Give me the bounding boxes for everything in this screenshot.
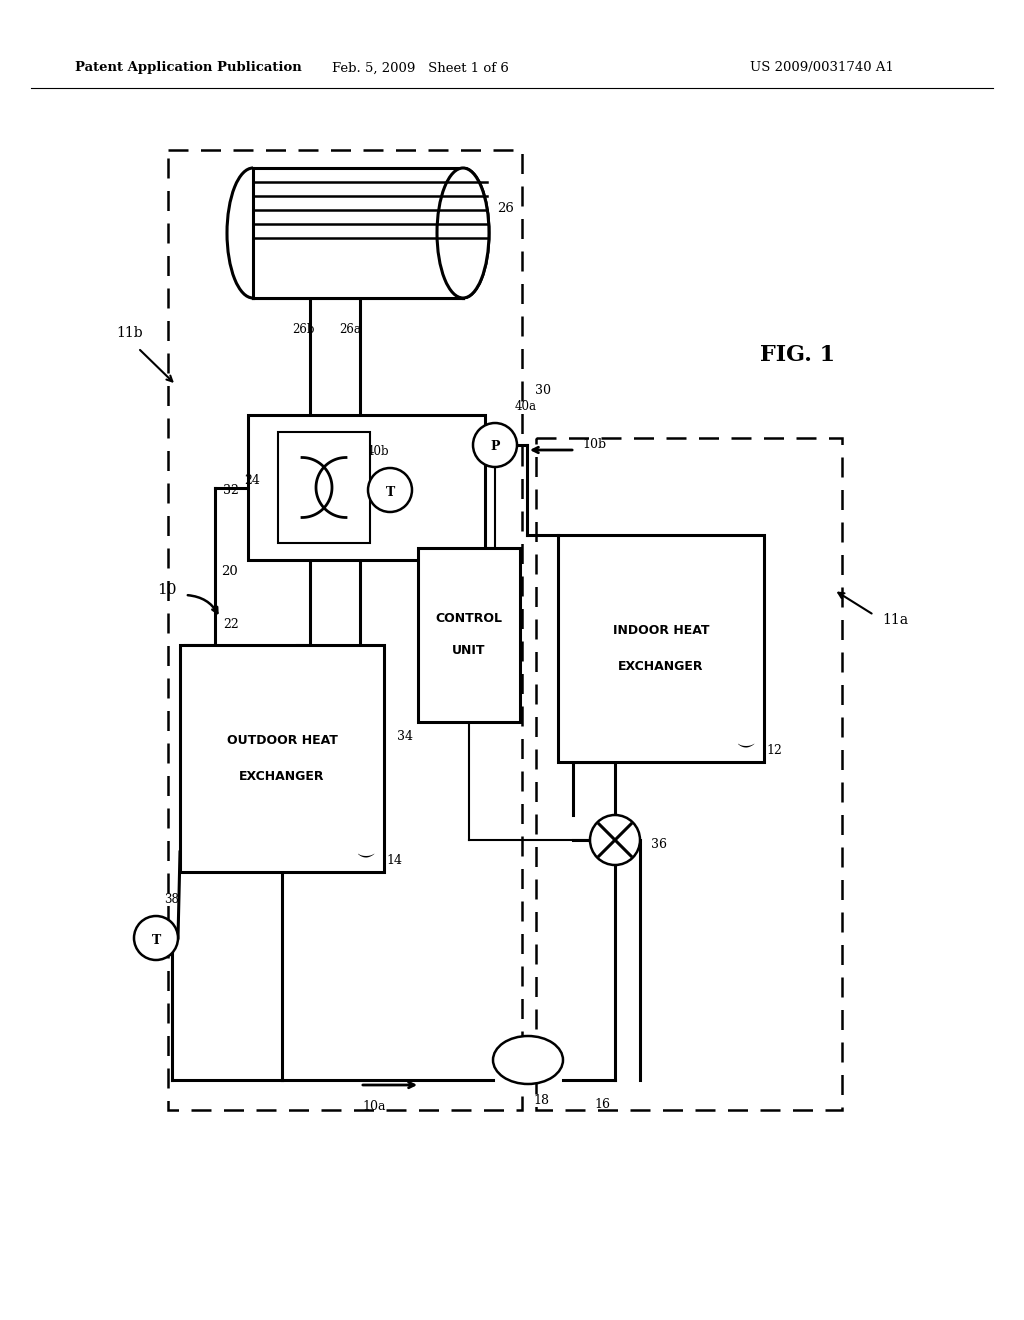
Bar (248, 414, 485, 560)
Text: $\smile$: $\smile$ (733, 734, 756, 752)
Text: UNIT: UNIT (453, 644, 485, 657)
Text: 12: 12 (766, 744, 782, 756)
Text: Patent Application Publication: Patent Application Publication (75, 62, 302, 74)
Bar (536, 438, 842, 1110)
Text: 32: 32 (223, 483, 239, 496)
Text: 34: 34 (397, 730, 413, 743)
Text: EXCHANGER: EXCHANGER (240, 770, 325, 783)
Text: 10b: 10b (582, 438, 606, 451)
Text: 10: 10 (158, 583, 177, 597)
Bar (558, 535, 764, 762)
Text: 26a: 26a (339, 323, 360, 337)
Text: 38: 38 (164, 894, 179, 906)
Text: 24: 24 (244, 474, 260, 487)
Text: OUTDOOR HEAT: OUTDOOR HEAT (226, 734, 338, 747)
Text: P: P (490, 441, 500, 454)
Text: 30: 30 (535, 384, 551, 396)
Text: 20: 20 (221, 565, 238, 578)
Text: $\smile$: $\smile$ (353, 843, 376, 862)
Circle shape (134, 916, 178, 960)
Text: 36: 36 (651, 838, 667, 851)
Text: 16: 16 (594, 1098, 610, 1111)
Bar (418, 548, 520, 722)
Text: 26b: 26b (292, 323, 314, 337)
Text: 40b: 40b (367, 445, 389, 458)
Text: T: T (385, 486, 394, 499)
Text: 22: 22 (223, 619, 239, 631)
Text: 11a: 11a (882, 612, 908, 627)
Bar (168, 150, 522, 1110)
Circle shape (368, 469, 412, 512)
Bar (253, 168, 463, 298)
Text: US 2009/0031740 A1: US 2009/0031740 A1 (750, 62, 894, 74)
Text: Feb. 5, 2009   Sheet 1 of 6: Feb. 5, 2009 Sheet 1 of 6 (332, 62, 509, 74)
Text: FIG. 1: FIG. 1 (760, 345, 836, 366)
Bar (253, 166, 466, 300)
Text: 26: 26 (497, 202, 514, 214)
Ellipse shape (437, 168, 489, 298)
Ellipse shape (493, 1036, 563, 1084)
Text: 11b: 11b (117, 326, 143, 341)
Circle shape (473, 422, 517, 467)
Ellipse shape (437, 168, 489, 298)
Text: 18: 18 (534, 1094, 549, 1107)
Circle shape (590, 814, 640, 865)
Text: CONTROL: CONTROL (435, 612, 503, 626)
Text: 14: 14 (386, 854, 402, 867)
Text: T: T (152, 933, 161, 946)
Text: 10a: 10a (362, 1100, 385, 1113)
Bar (278, 432, 370, 543)
Text: INDOOR HEAT: INDOOR HEAT (612, 624, 710, 638)
Text: EXCHANGER: EXCHANGER (618, 660, 703, 673)
Bar (180, 645, 384, 873)
Ellipse shape (227, 168, 279, 298)
Text: 40a: 40a (515, 400, 537, 413)
